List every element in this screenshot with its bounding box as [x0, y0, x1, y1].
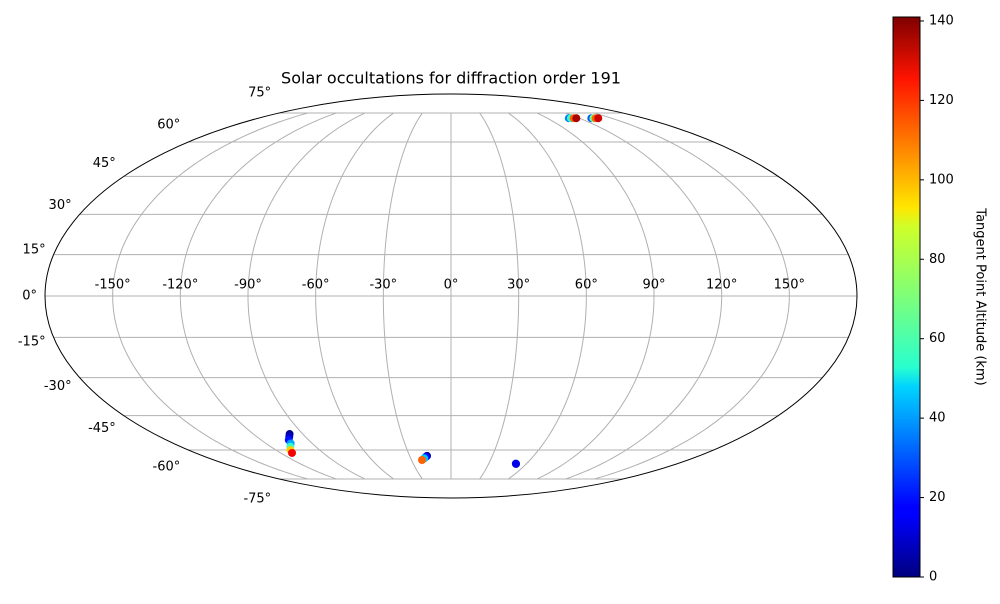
- y-tick-label: -60°: [153, 459, 181, 474]
- y-tick-label: 60°: [157, 118, 180, 133]
- data-point: [594, 114, 603, 123]
- x-tick-label: 60°: [575, 278, 598, 293]
- x-tick-label: -90°: [234, 278, 262, 293]
- y-tick-label: -15°: [18, 334, 46, 349]
- data-point: [418, 455, 427, 464]
- colorbar-tick-label: 140: [929, 13, 954, 28]
- x-tick-label: -120°: [162, 278, 198, 293]
- y-tick-label: -45°: [88, 421, 116, 436]
- chart-title: Solar occultations for diffraction order…: [281, 69, 621, 88]
- colorbar-tick-label: 120: [929, 93, 954, 108]
- x-tick-label: -150°: [95, 278, 131, 293]
- colorbar-label: Tangent Point Altitude (km): [973, 207, 988, 385]
- colorbar-tick-label: 20: [929, 490, 946, 505]
- y-tick-label: 45°: [93, 156, 116, 171]
- y-tick-label: 0°: [22, 289, 37, 304]
- x-tick-label: 120°: [706, 278, 737, 293]
- data-point: [572, 114, 581, 123]
- x-tick-label: 0°: [444, 278, 459, 293]
- data-point: [511, 459, 520, 468]
- colorbar-tick-label: 80: [929, 252, 946, 267]
- x-tick-label: 90°: [642, 278, 665, 293]
- map-boundary: [44, 93, 858, 499]
- x-tick-label: 150°: [774, 278, 805, 293]
- y-tick-label: -30°: [44, 379, 72, 394]
- x-tick-label: -30°: [369, 278, 397, 293]
- x-tick-label: -60°: [302, 278, 330, 293]
- data-point: [288, 448, 297, 457]
- colorbar-tick-label: 100: [929, 172, 954, 187]
- colorbar: [892, 16, 921, 578]
- colorbar-tick-label: 0: [929, 570, 937, 585]
- y-tick-label: -75°: [243, 492, 271, 507]
- colorbar-tick-label: 40: [929, 411, 946, 426]
- y-tick-label: 75°: [248, 85, 271, 100]
- y-tick-label: 30°: [49, 198, 72, 213]
- colorbar-tick-label: 60: [929, 331, 946, 346]
- x-tick-label: 30°: [507, 278, 530, 293]
- y-tick-label: 15°: [23, 243, 46, 258]
